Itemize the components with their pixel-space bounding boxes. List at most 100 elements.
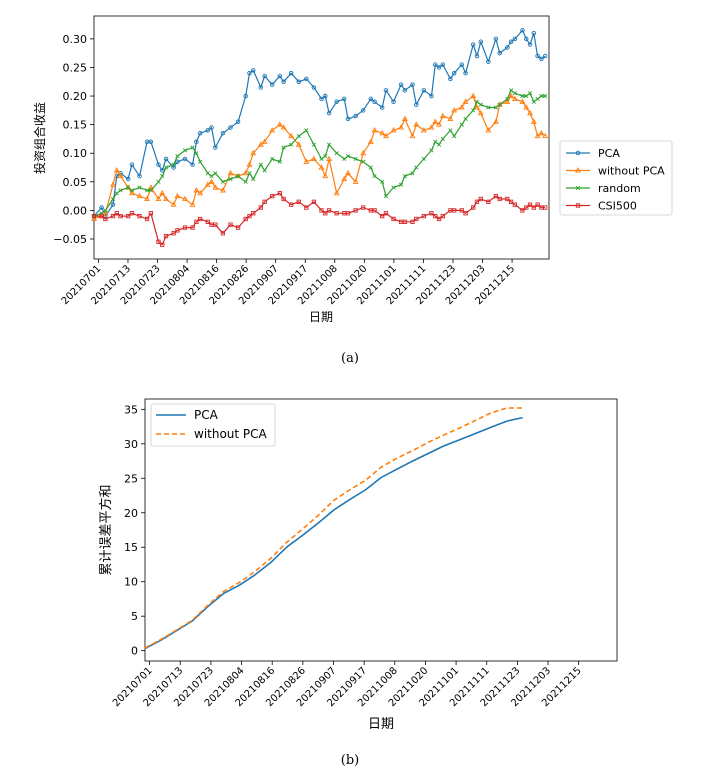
- data-point: [391, 216, 396, 222]
- data-point: [429, 211, 434, 216]
- data-point: [159, 189, 166, 196]
- data-point: [209, 125, 214, 130]
- data-point: [208, 178, 215, 184]
- series-line-csi500: [94, 192, 546, 246]
- data-point: [103, 216, 108, 222]
- data-point: [368, 96, 374, 102]
- data-point: [478, 39, 484, 44]
- data-point: [220, 231, 226, 236]
- data-point: [276, 121, 283, 127]
- data-point: [242, 169, 249, 176]
- y-tick-label: 0.00: [63, 204, 88, 217]
- data-point: [382, 132, 389, 139]
- data-point: [342, 96, 347, 102]
- data-point: [228, 125, 233, 130]
- legend-marker: [575, 167, 581, 173]
- data-point: [125, 184, 132, 190]
- data-point: [524, 93, 529, 99]
- data-point: [504, 98, 511, 104]
- data-point: [379, 129, 386, 136]
- data-point: [493, 193, 499, 199]
- data-point: [125, 213, 131, 219]
- data-point: [390, 127, 397, 133]
- data-point: [458, 104, 465, 110]
- data-point: [129, 162, 135, 167]
- data-point: [508, 88, 514, 93]
- data-point: [126, 185, 131, 190]
- data-point: [439, 112, 446, 119]
- data-point: [269, 127, 276, 133]
- data-point: [433, 213, 438, 219]
- data-point: [277, 73, 283, 79]
- data-point: [319, 208, 324, 213]
- data-point: [497, 196, 502, 202]
- data-point: [110, 202, 116, 207]
- data-point: [175, 159, 180, 165]
- data-point: [128, 189, 135, 196]
- data-point: [401, 115, 408, 121]
- data-point: [99, 213, 104, 219]
- chart-a-x-label: 日期: [309, 310, 333, 324]
- data-point: [296, 199, 301, 204]
- data-point: [198, 216, 203, 222]
- data-point: [399, 182, 404, 187]
- data-point: [459, 62, 465, 67]
- data-point: [270, 156, 275, 162]
- data-point: [519, 98, 526, 104]
- data-point: [213, 222, 218, 227]
- data-point: [171, 231, 176, 236]
- data-point: [194, 139, 199, 145]
- data-point: [190, 225, 195, 230]
- data-point: [160, 173, 165, 179]
- data-point: [538, 129, 545, 136]
- data-point: [459, 122, 464, 127]
- data-point: [436, 216, 442, 222]
- chart-b-caption: (b): [341, 753, 359, 768]
- data-point: [334, 211, 339, 216]
- data-point: [527, 202, 533, 207]
- data-point: [372, 208, 377, 213]
- data-point: [436, 65, 442, 70]
- data-point: [147, 184, 154, 190]
- data-point: [380, 213, 385, 219]
- data-point: [156, 179, 161, 184]
- data-point: [304, 76, 309, 82]
- y-tick-label: 10: [124, 576, 138, 589]
- data-point: [493, 36, 499, 42]
- data-point: [383, 211, 389, 216]
- data-point: [342, 156, 347, 162]
- data-point: [163, 233, 169, 239]
- data-point: [345, 169, 352, 176]
- data-point: [486, 59, 491, 64]
- data-point: [372, 99, 377, 105]
- data-point: [144, 188, 150, 193]
- data-point: [360, 108, 366, 113]
- legend-label-random: random: [598, 182, 641, 195]
- y-tick-label: 0.30: [63, 33, 88, 46]
- data-point: [91, 215, 97, 222]
- legend-marker: [575, 203, 581, 208]
- data-point: [508, 199, 514, 204]
- data-point: [361, 205, 366, 210]
- data-point: [372, 173, 377, 179]
- data-point: [471, 108, 476, 113]
- data-point: [288, 70, 294, 76]
- data-point: [258, 162, 263, 167]
- data-point: [219, 187, 226, 193]
- chart-b-series: [144, 407, 523, 650]
- data-point: [171, 162, 176, 167]
- data-point: [534, 132, 541, 139]
- data-point: [448, 128, 453, 133]
- data-point: [333, 189, 340, 196]
- data-point: [527, 42, 533, 47]
- data-point: [542, 53, 548, 59]
- legend-marker: [575, 185, 581, 191]
- data-point: [322, 172, 329, 179]
- data-point: [213, 145, 218, 150]
- data-point: [414, 102, 419, 107]
- data-point: [432, 118, 439, 124]
- data-point: [471, 205, 476, 210]
- data-point: [383, 88, 389, 93]
- legend-label-pca: PCA: [194, 408, 219, 422]
- data-point: [258, 205, 263, 210]
